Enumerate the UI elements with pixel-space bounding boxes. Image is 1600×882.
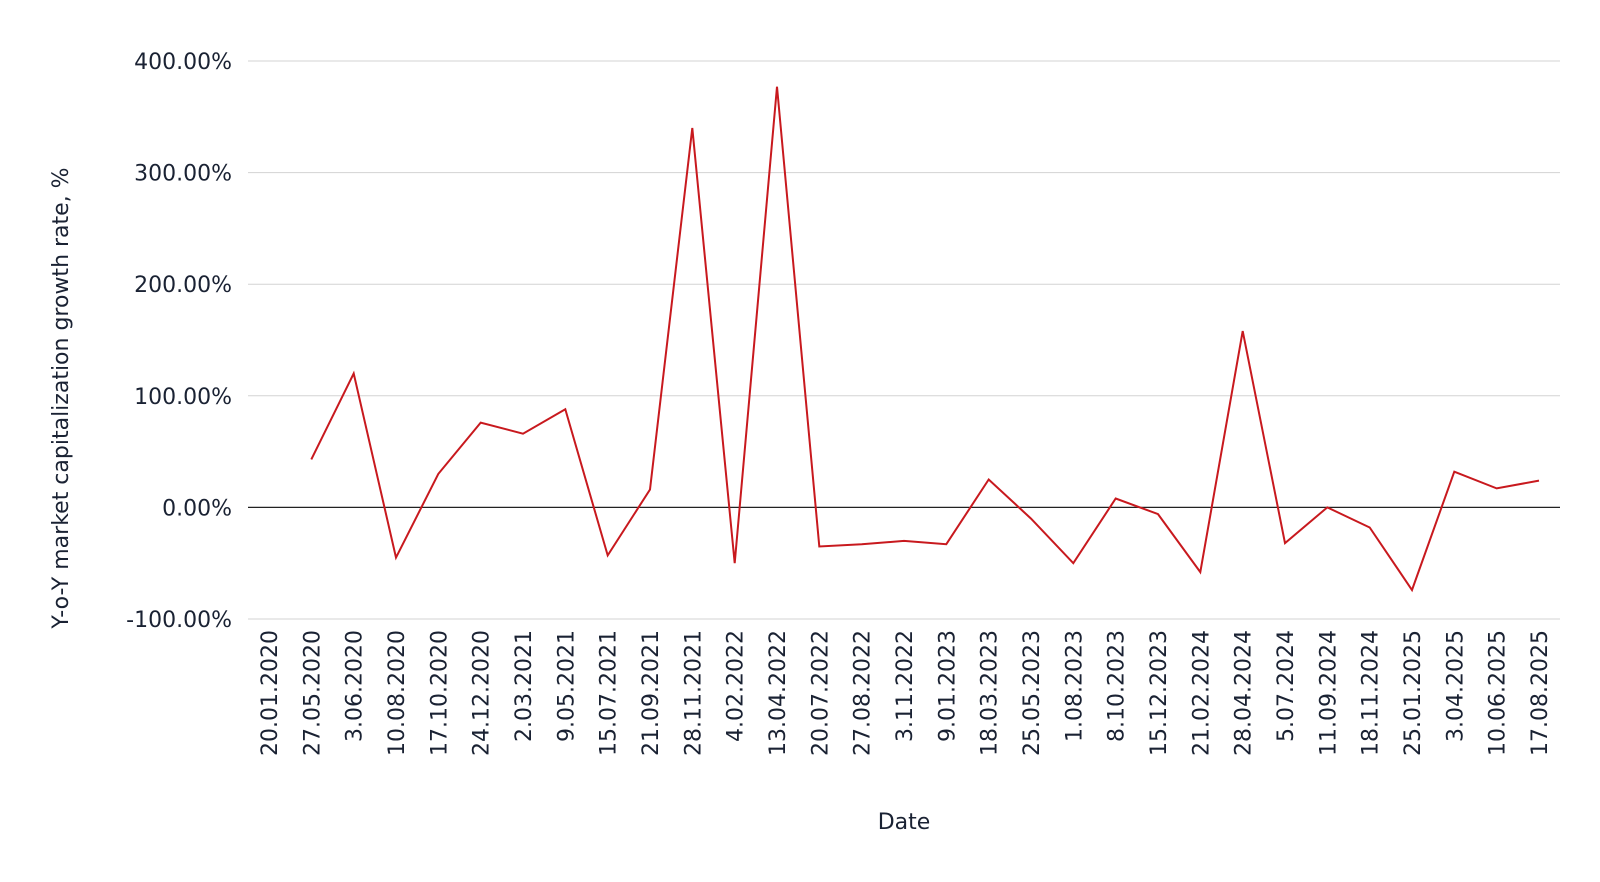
data-point — [1029, 517, 1033, 521]
data-point — [902, 539, 906, 543]
data-point — [944, 542, 948, 546]
y-tick-label: 200.00% — [134, 273, 232, 298]
y-tick-label: 0.00% — [162, 496, 232, 521]
x-tick-label: 4.02.2022 — [724, 630, 749, 742]
x-tick-label: 2.03.2021 — [512, 630, 537, 742]
data-point — [1071, 561, 1075, 565]
data-point — [521, 432, 525, 436]
data-point — [1241, 329, 1245, 333]
y-tick-label: -100.00% — [126, 608, 232, 633]
grid-lines — [248, 60, 1560, 620]
data-point — [1368, 525, 1372, 529]
x-tick-label: 15.07.2021 — [597, 630, 622, 756]
x-tick-label: 27.05.2020 — [300, 630, 325, 756]
x-tick-label: 21.09.2021 — [639, 630, 664, 756]
x-tick-label: 27.08.2022 — [851, 630, 876, 756]
data-point — [479, 421, 483, 425]
y-axis-title: Y-o-Y market capitalization growth rate,… — [49, 167, 74, 629]
data-point — [648, 488, 652, 492]
data-point — [394, 556, 398, 560]
x-tick-label: 25.05.2023 — [1020, 630, 1045, 756]
x-tick-label: 21.02.2024 — [1189, 630, 1214, 756]
data-point — [309, 457, 313, 461]
data-point — [775, 85, 779, 89]
x-tick-label: 17.08.2025 — [1528, 630, 1553, 756]
y-tick-label: 300.00% — [134, 162, 232, 187]
x-tick-label: 15.12.2023 — [1147, 630, 1172, 756]
data-point — [1452, 470, 1456, 474]
x-tick-label: 3.06.2020 — [343, 630, 368, 742]
x-tick-label: 8.10.2023 — [1105, 630, 1130, 742]
data-point — [1114, 496, 1118, 500]
x-tick-label: 11.09.2024 — [1316, 630, 1341, 756]
x-tick-label: 28.04.2024 — [1232, 630, 1257, 756]
x-tick-label: 18.03.2023 — [978, 630, 1003, 756]
x-tick-label: 9.05.2021 — [554, 630, 579, 742]
data-point — [1325, 505, 1329, 509]
x-tick-label: 18.11.2024 — [1359, 630, 1384, 756]
data-point — [1495, 486, 1499, 490]
x-tick-label: 25.01.2025 — [1401, 630, 1426, 756]
data-point — [1410, 588, 1414, 592]
data-point — [860, 542, 864, 546]
x-tick-label: 28.11.2021 — [681, 630, 706, 756]
data-point — [733, 561, 737, 565]
x-axis-title: Date — [878, 810, 931, 835]
x-tick-label: 3.04.2025 — [1443, 630, 1468, 742]
y-tick-label: 400.00% — [134, 50, 232, 75]
x-axis-ticks: 20.01.2020 27.05.2020 3.06.2020 10.08.2020 1… — [258, 630, 1553, 756]
series-layer — [309, 85, 1541, 593]
x-tick-label: 10.06.2025 — [1486, 630, 1511, 756]
data-point — [1537, 479, 1541, 483]
y-axis-ticks: 400.00% 300.00% 200.00% 100.00% 0.00% -100.00… — [126, 50, 232, 633]
x-tick-label: 20.01.2020 — [258, 630, 283, 756]
x-tick-label: 5.07.2024 — [1274, 630, 1299, 742]
data-point — [352, 371, 356, 375]
data-point — [690, 126, 694, 130]
data-point — [563, 407, 567, 411]
data-point — [1156, 512, 1160, 516]
x-tick-label: 9.01.2023 — [935, 630, 960, 742]
x-tick-label: 17.10.2020 — [427, 630, 452, 756]
y-tick-label: 100.00% — [134, 385, 232, 410]
data-point — [1198, 570, 1202, 574]
x-tick-label: 20.07.2022 — [808, 630, 833, 756]
x-tick-label: 24.12.2020 — [470, 630, 495, 756]
data-point — [1283, 541, 1287, 545]
x-tick-label: 13.04.2022 — [766, 630, 791, 756]
x-tick-label: 3.11.2022 — [893, 630, 918, 742]
data-point — [436, 472, 440, 476]
x-tick-label: 1.08.2023 — [1062, 630, 1087, 742]
data-point — [606, 553, 610, 557]
series-line-0 — [310, 86, 1540, 593]
data-point — [817, 544, 821, 548]
x-tick-label: 10.08.2020 — [385, 630, 410, 756]
data-point — [987, 478, 991, 482]
